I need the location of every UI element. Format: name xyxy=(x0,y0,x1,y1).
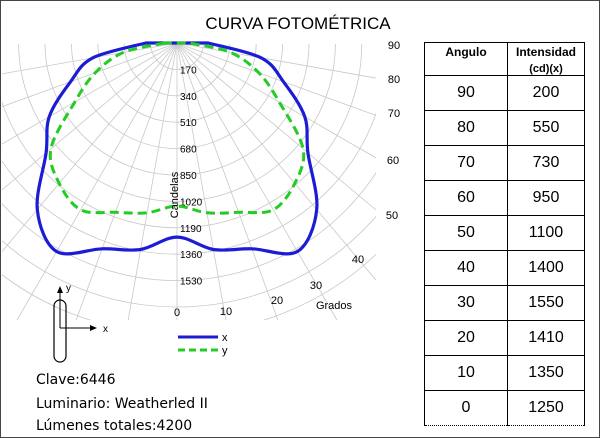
angle-tick-label: 0 xyxy=(174,307,180,319)
angle-tick-label: 40 xyxy=(352,254,364,266)
lumenes-text: Lúmenes totales:4200 xyxy=(36,418,193,434)
radial-tick-label: 1020 xyxy=(180,197,203,208)
radial-tick-label: 340 xyxy=(180,92,197,103)
luminario-text: Luminario: Weatherled II xyxy=(36,396,208,412)
series-group xyxy=(35,41,319,256)
table-row: 80 550 xyxy=(424,110,585,146)
angle-tick-label: 20 xyxy=(271,295,283,307)
radial-tick-label: 850 xyxy=(180,171,197,182)
angle-tick-label: 80 xyxy=(388,74,400,86)
header-intensity-unit: (cd)(x) xyxy=(529,63,563,75)
table-row: 90 200 xyxy=(424,75,585,111)
grid-spoke xyxy=(127,44,178,320)
radial-tick-label: 170 xyxy=(180,65,197,76)
legend: x y xyxy=(178,332,228,357)
grid-spoke xyxy=(2,44,177,253)
intensity-cell: 550 xyxy=(507,110,585,146)
angle-cell: 20 xyxy=(424,320,508,356)
angle-cell: 60 xyxy=(424,180,508,216)
grid-spoke xyxy=(2,44,177,191)
angle-cell: 80 xyxy=(424,110,508,146)
angle-cell: 40 xyxy=(424,250,508,286)
table-row: 40 1400 xyxy=(424,250,585,286)
clave-text: Clave:6446 xyxy=(36,372,116,388)
grid-spoke xyxy=(75,44,178,320)
intensity-cell: 1410 xyxy=(507,320,585,356)
grid-spoke xyxy=(176,44,279,320)
angle-cell: 10 xyxy=(424,355,508,391)
angle-tick-label: 60 xyxy=(387,155,399,167)
radial-tick-label: 1360 xyxy=(180,250,203,261)
grid-spoke xyxy=(177,44,376,211)
radial-tick-label: 1530 xyxy=(180,277,203,288)
polar-grid xyxy=(2,44,376,320)
angle-cell: 0 xyxy=(424,390,508,426)
intensity-cell: 200 xyxy=(507,75,585,111)
angle-tick-label: 50 xyxy=(386,210,398,222)
radial-tick-label: 1190 xyxy=(180,224,202,235)
table-row: 50 1100 xyxy=(424,215,585,251)
intensity-cell: 1350 xyxy=(507,355,585,391)
grid-spoke xyxy=(178,44,376,116)
grid-spoke xyxy=(176,44,227,320)
radial-axis-label: Candelas xyxy=(169,171,181,218)
angle-tick-label: 10 xyxy=(220,306,232,318)
icon-y-label: y xyxy=(66,283,71,294)
legend-y-label: y xyxy=(222,345,228,357)
angle-tick-label: 90 xyxy=(388,40,400,52)
grid-spoke xyxy=(177,44,376,281)
intensity-cell: 1250 xyxy=(507,390,585,426)
grid-spoke xyxy=(180,44,376,79)
table-row: 0 1250 xyxy=(424,390,585,426)
angle-cell: 70 xyxy=(424,145,508,181)
grid-spoke xyxy=(2,44,174,75)
icon-x-label: x xyxy=(103,324,108,335)
intensity-cell: 1100 xyxy=(507,215,585,251)
intensity-cell: 1550 xyxy=(507,285,585,321)
table-row: 10 1350 xyxy=(424,355,585,391)
series-y-curve xyxy=(48,41,306,215)
radial-tick-label: 510 xyxy=(180,118,197,129)
table-row: 70 730 xyxy=(424,145,585,181)
angle-tick-label: 70 xyxy=(388,108,400,120)
grid-spoke xyxy=(2,44,177,145)
grid-spoke xyxy=(2,44,176,108)
series-x-curve xyxy=(35,41,319,256)
grid-spoke xyxy=(16,44,177,320)
angle-tick-label: 30 xyxy=(310,280,322,292)
intensity-cell: 1400 xyxy=(507,250,585,286)
header-angle: Angulo xyxy=(424,42,508,76)
orientation-icon: y x xyxy=(53,283,108,363)
legend-x-label: x xyxy=(222,332,228,344)
table-row: 30 1550 xyxy=(424,285,585,321)
grid-spoke xyxy=(177,44,376,159)
header-intensity-label: Intensidad xyxy=(515,45,576,59)
header-intensity: Intensidad (cd)(x) xyxy=(507,42,585,76)
chart-title: CURVA FOTOMÉTRICA xyxy=(205,14,391,33)
angle-cell: 30 xyxy=(424,285,508,321)
table-row: 60 950 xyxy=(424,180,585,216)
angle-axis-label: Grados xyxy=(316,300,353,312)
intensity-cell: 950 xyxy=(507,180,585,216)
radial-tick-label: 680 xyxy=(180,145,197,156)
grid-spoke xyxy=(177,44,338,320)
angle-cell: 50 xyxy=(424,215,508,251)
angle-cell: 90 xyxy=(424,75,508,111)
intensity-cell: 730 xyxy=(507,145,585,181)
intensity-table: Angulo Intensidad (cd)(x) 90 200 80 550 70… xyxy=(424,42,585,426)
table-row: 20 1410 xyxy=(424,320,585,356)
